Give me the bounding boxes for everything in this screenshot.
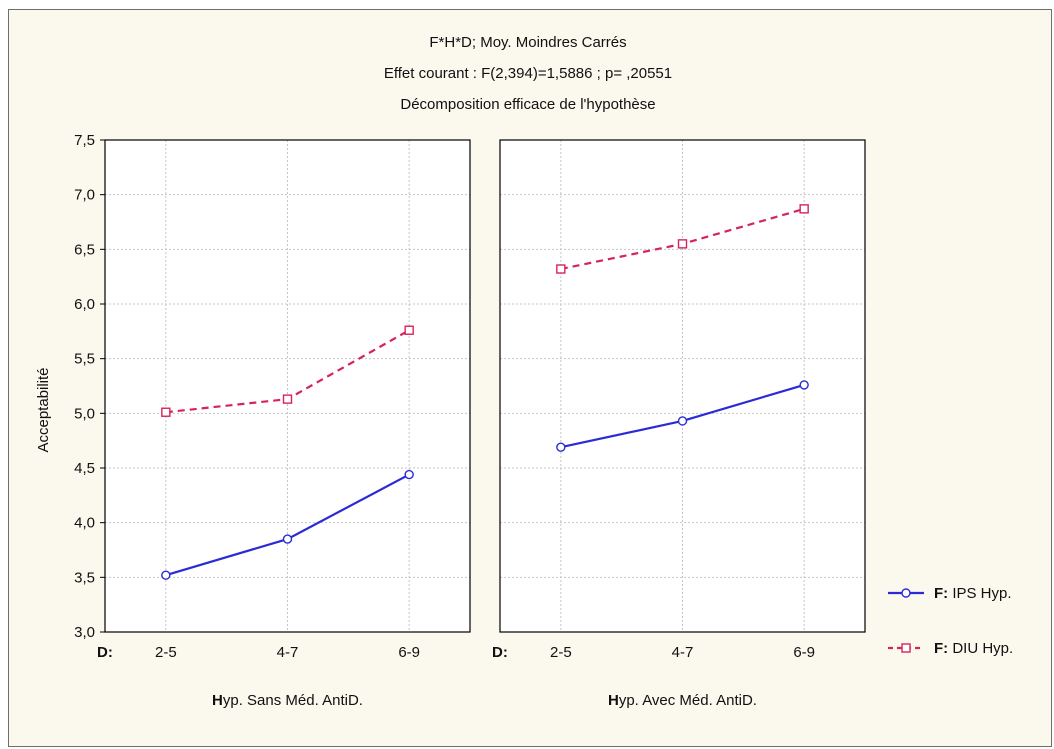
plot-frame-2 bbox=[499, 139, 866, 633]
data-point-ips bbox=[799, 380, 809, 390]
y-tick-label: 5,5 bbox=[74, 351, 95, 368]
x-tick-label: 4-7 bbox=[672, 644, 694, 661]
data-point-diu bbox=[677, 239, 688, 249]
legend-label-diu: F: DIU Hyp. bbox=[934, 640, 1013, 657]
x-tick-label: 2-5 bbox=[155, 644, 177, 661]
data-point-ips bbox=[161, 570, 171, 580]
data-point-ips bbox=[404, 469, 414, 480]
x-factor-label: D: bbox=[492, 644, 508, 661]
y-tick-label: 3,5 bbox=[74, 569, 95, 586]
chart-title: F*H*D; Moy. Moindres Carrés bbox=[429, 34, 626, 51]
chart-subtitle-2: Décomposition efficace de l'hypothèse bbox=[400, 96, 655, 113]
y-tick-label: 4,5 bbox=[74, 460, 95, 477]
legend-label-ips: F: IPS Hyp. bbox=[934, 585, 1012, 602]
data-point-diu bbox=[556, 264, 566, 274]
y-tick-label: 4,0 bbox=[74, 515, 95, 532]
legend-marker-diu bbox=[901, 643, 911, 653]
panel-x-label: Hyp. Avec Méd. AntiD. bbox=[608, 692, 757, 709]
x-tick-label: 6-9 bbox=[793, 644, 815, 661]
x-factor-label: D: bbox=[97, 644, 113, 661]
y-tick-label: 7,0 bbox=[74, 187, 95, 204]
chart-subtitle: Effet courant : F(2,394)=1,5886 ; p= ,20… bbox=[384, 65, 672, 82]
data-point-diu bbox=[282, 394, 293, 404]
data-point-diu bbox=[161, 407, 171, 417]
data-point-diu bbox=[799, 204, 809, 214]
data-point-ips bbox=[677, 416, 688, 426]
data-point-ips bbox=[556, 442, 566, 452]
legend-marker-ips bbox=[901, 588, 911, 598]
y-tick-label: 3,0 bbox=[74, 624, 95, 641]
y-tick-label: 6,0 bbox=[74, 296, 95, 313]
data-point-ips bbox=[282, 534, 293, 544]
panel-x-label: Hyp. Sans Méd. AntiD. bbox=[212, 692, 363, 709]
y-axis-label: Acceptabilité bbox=[35, 367, 52, 452]
data-point-diu bbox=[404, 325, 414, 335]
y-tick-label: 7,5 bbox=[74, 132, 95, 149]
plot-frame-1 bbox=[104, 139, 471, 633]
x-tick-label: 2-5 bbox=[550, 644, 572, 661]
x-tick-label: 6-9 bbox=[398, 644, 420, 661]
x-tick-label: 4-7 bbox=[277, 644, 299, 661]
y-tick-label: 6,5 bbox=[74, 241, 95, 258]
y-tick-label: 5,0 bbox=[74, 405, 95, 422]
